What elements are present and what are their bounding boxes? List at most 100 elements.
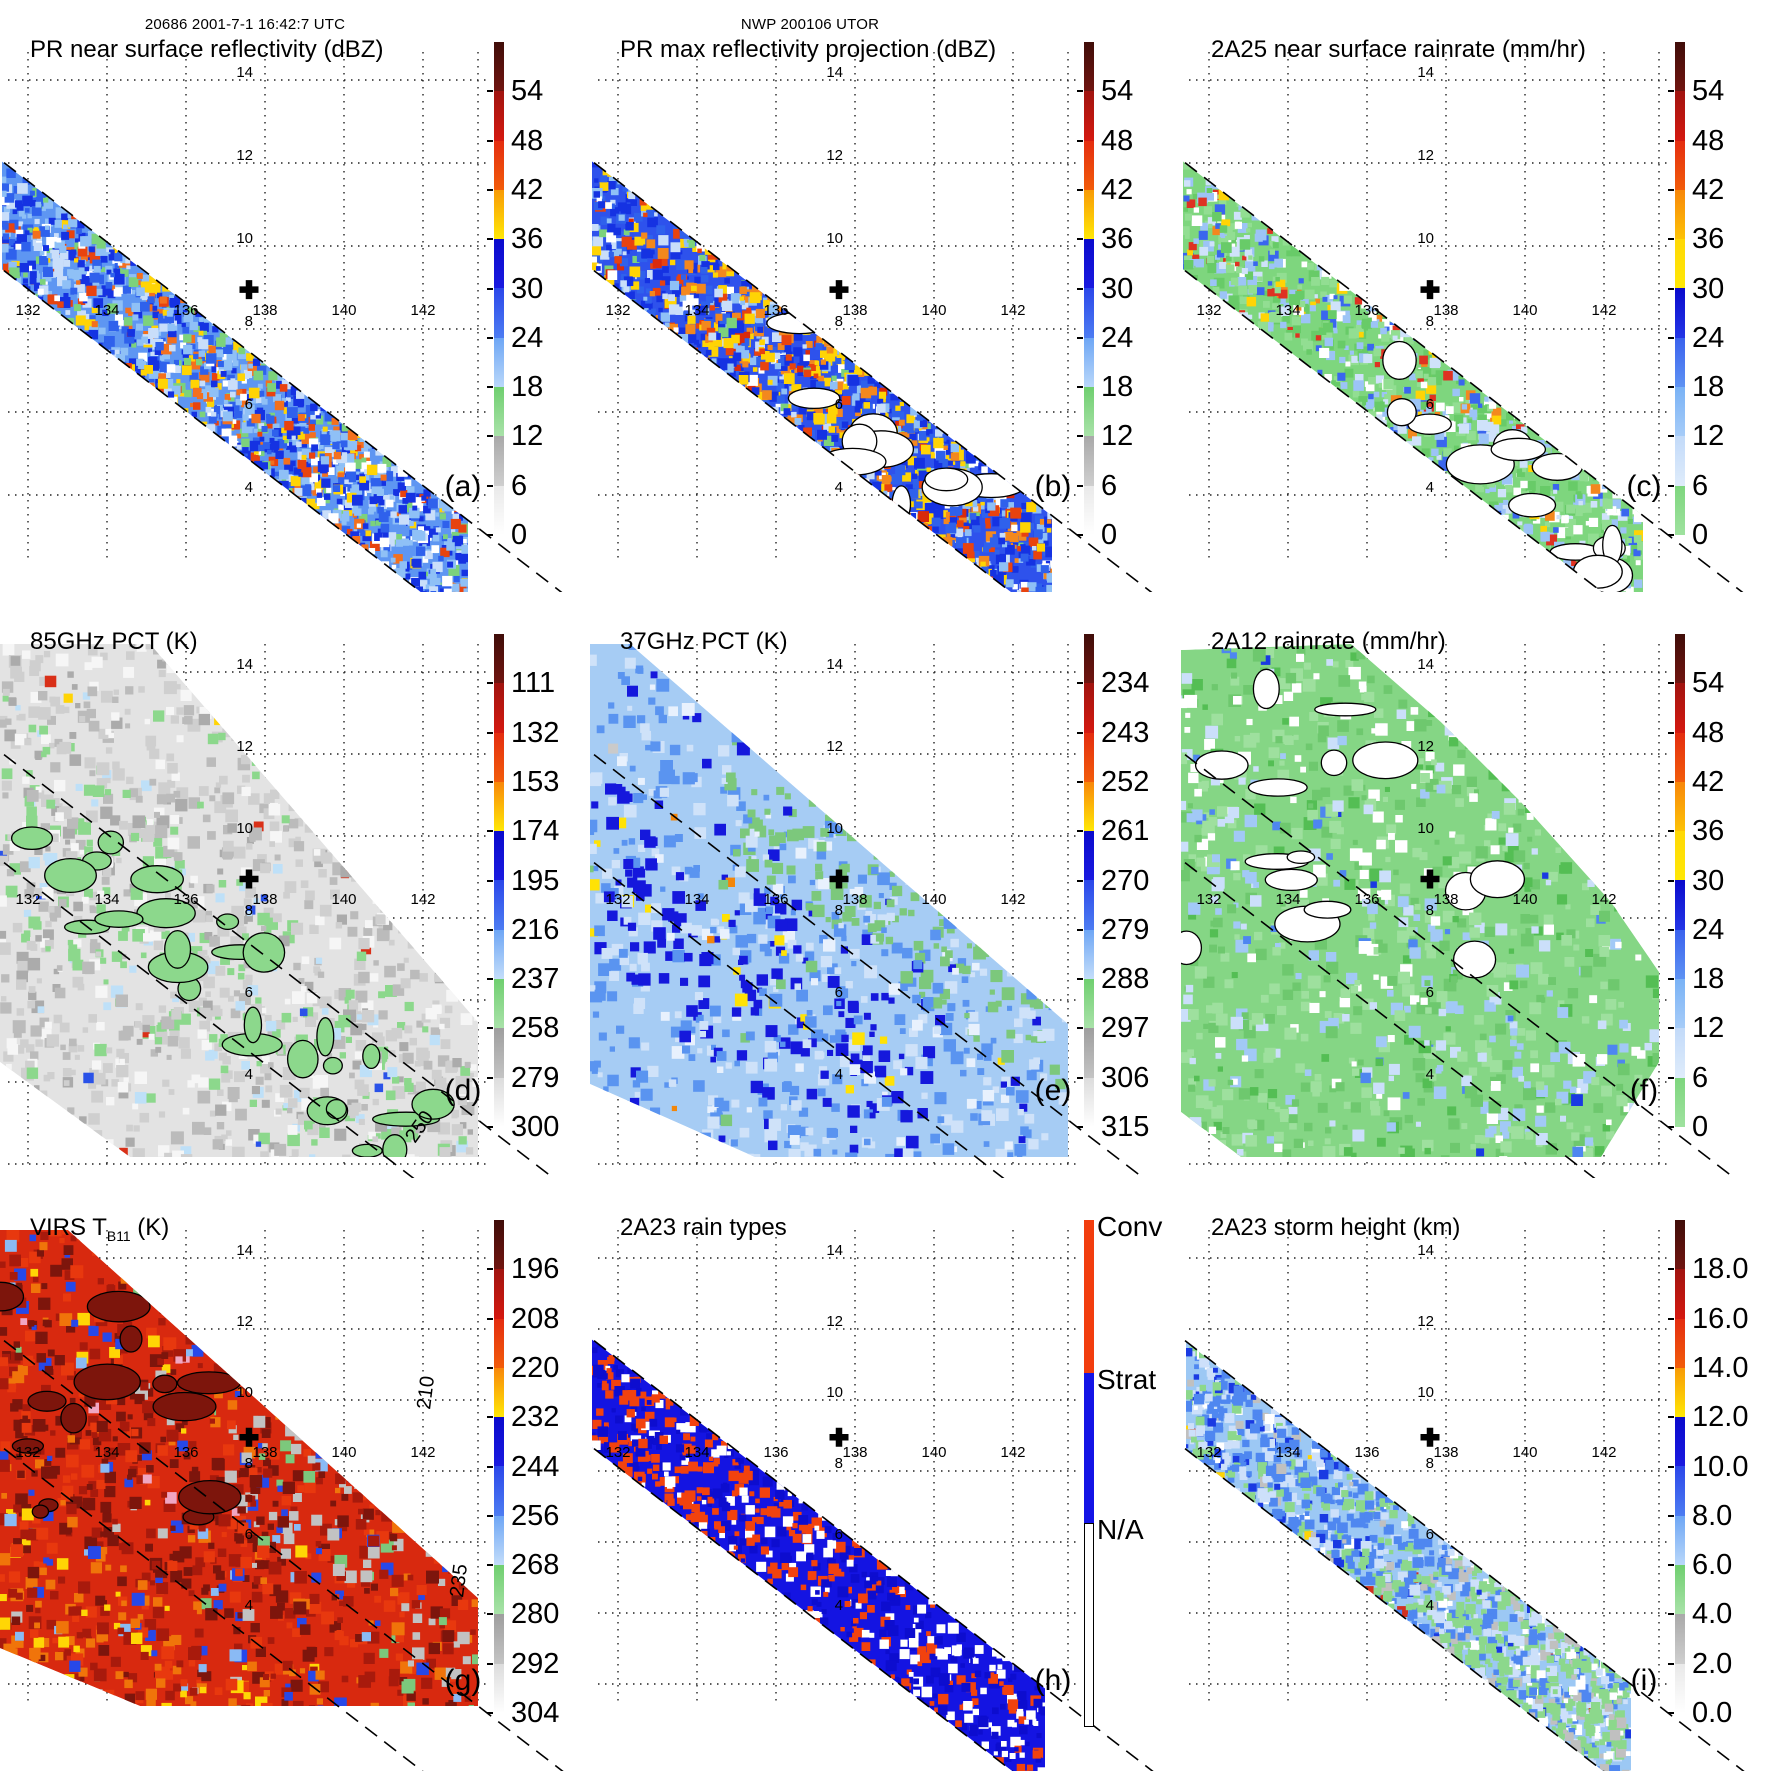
- colorbar-tick-label: 256: [511, 1499, 560, 1532]
- colorbar-tick-label: 6: [1101, 469, 1118, 502]
- colorbar-h: [1084, 1220, 1094, 1727]
- map-canvas-g: 210 235 14 12 10 8 6 4 132 134 136 138 140 142: [0, 1230, 564, 1771]
- lat-label: 6: [1426, 984, 1434, 1001]
- colorbar-tick-label: 54: [511, 75, 544, 108]
- colorbar-tick-label: 48: [1101, 124, 1134, 157]
- map-canvas-c: 14 12 10 8 6 4 132 134 136 138 140 142: [1181, 52, 1744, 592]
- colorbar-tick-label: 12: [511, 420, 544, 453]
- colorbar-segment: [494, 1466, 504, 1516]
- colorbar-tick-label: 2.0: [1692, 1647, 1733, 1680]
- lat-label: 4: [1426, 1066, 1434, 1083]
- colorbar-segment: [494, 1417, 504, 1467]
- lon-label: 132: [1196, 302, 1221, 319]
- colorbar-tick-label: 261: [1101, 815, 1150, 848]
- colorbar-segment: [1675, 1515, 1685, 1566]
- colorbar-tick-mark: [487, 1317, 493, 1320]
- colorbar-tick-mark: [1668, 435, 1674, 438]
- colorbar-tick-mark: [1668, 1564, 1674, 1567]
- colorbar-tick-label: 12: [1101, 420, 1134, 453]
- colorbar-segment: [1675, 1077, 1685, 1127]
- colorbar-tick-label: 258: [511, 1012, 560, 1045]
- colorbar-tick-label: 6.0: [1692, 1549, 1733, 1582]
- colorbar-tick-label: 243: [1101, 716, 1150, 749]
- colorbar-segment: [1675, 831, 1685, 881]
- colorbar-tick-mark: [1668, 1268, 1674, 1271]
- graticule-labels: 14 12 10 8 6 4 132 134 136 138 140 142: [1196, 1242, 1616, 1614]
- colorbar-segment: [1084, 42, 1094, 92]
- colorbar-segment: [1675, 42, 1685, 92]
- colorbar-segment: [494, 880, 504, 930]
- panel-e: 37GHz PCT (K) (e) 14 12 10 8 6 4 132 134 136 138 1…: [590, 592, 1180, 1178]
- swath-edge-line: [0, 158, 563, 592]
- colorbar-tick-mark: [487, 780, 493, 783]
- panel-title: 2A23 rain types: [620, 1214, 787, 1241]
- colorbar-tick-label: 288: [1101, 963, 1150, 996]
- colorbar-tick-mark: [487, 1126, 493, 1128]
- swath-edge-line: [590, 266, 1013, 592]
- lon-label: 134: [94, 1444, 119, 1461]
- lon-label: 138: [842, 302, 867, 319]
- graticule-labels: 14 12 10 8 6 4 132 134 136 138 140 142: [15, 64, 435, 496]
- colorbar-tick-mark: [1668, 879, 1674, 882]
- colorbar-tick-mark: [1668, 386, 1674, 389]
- swath-edge-lines: [1181, 158, 1744, 592]
- panel-letter: (c): [1626, 470, 1662, 503]
- colorbar-tick-mark: [1668, 1465, 1674, 1468]
- colorbar-segment: [1675, 337, 1685, 388]
- colorbar-tick-label: 24: [1692, 321, 1725, 354]
- colorbar-segment: [1084, 831, 1094, 881]
- storm-center-cross: [1420, 869, 1440, 889]
- colorbar-segment: [1675, 1367, 1685, 1418]
- colorbar-tick-mark: [1077, 1076, 1083, 1079]
- lat-label: 6: [245, 1526, 253, 1543]
- lat-label: 12: [236, 147, 253, 164]
- data-field: [2, 161, 468, 592]
- colorbar-segment: [1675, 239, 1685, 289]
- colorbar-tick-label: 24: [511, 321, 544, 354]
- colorbar-segment: [494, 1663, 504, 1713]
- lon-label: 138: [1433, 1444, 1458, 1461]
- colorbar-segment: [1675, 91, 1685, 141]
- lat-label: 4: [835, 1066, 843, 1083]
- panel-title: 85GHz PCT (K): [30, 628, 198, 655]
- lat-label: 4: [245, 479, 253, 496]
- colorbar-tick-label: 30: [1692, 864, 1725, 897]
- grid: [8, 52, 488, 560]
- colorbar-tick-label: 18: [1692, 963, 1725, 996]
- panel-letter: (b): [1034, 470, 1072, 503]
- lat-label: 6: [835, 984, 843, 1001]
- colorbar-b: [1084, 42, 1094, 535]
- colorbar-tick-label: 36: [1692, 223, 1725, 256]
- colorbar-tick-label: 16.0: [1692, 1302, 1749, 1335]
- panel-letter: (i): [1630, 1664, 1658, 1697]
- colorbar-tick-mark: [487, 1662, 493, 1665]
- panel-b: PR max reflectivity projection (dBZ) (b)…: [590, 0, 1180, 592]
- swath-edge-line: [0, 1444, 424, 1771]
- panel-title: 37GHz PCT (K): [620, 628, 788, 655]
- colorbar-tick-mark: [487, 1076, 493, 1079]
- data-field: [1183, 161, 1643, 592]
- colorbar-tick-mark: [1077, 731, 1083, 734]
- colorbar-tick-mark: [1668, 731, 1674, 734]
- lat-label: 8: [245, 313, 253, 330]
- lon-label: 134: [684, 891, 709, 908]
- storm-center-cross: [1420, 1427, 1440, 1447]
- lat-label: 8: [245, 902, 253, 919]
- colorbar-tick-label: 8.0: [1692, 1499, 1733, 1532]
- colorbar-tick-label: 279: [511, 1061, 560, 1094]
- lon-label: 140: [921, 1444, 946, 1461]
- colorbar-tick-label: 42: [1692, 173, 1725, 206]
- panel-a: PR near surface reflectivity (dBZ) (a) 1…: [0, 0, 590, 592]
- colorbar-tick-label: 36: [1101, 223, 1134, 256]
- colorbar-tick-label: 10.0: [1692, 1450, 1749, 1483]
- colorbar-tick-label: 292: [511, 1647, 560, 1680]
- colorbar-tick-label: 232: [511, 1401, 560, 1434]
- colorbar-segment: [1675, 1417, 1685, 1467]
- colorbar-tick-mark: [1077, 879, 1083, 882]
- colorbar-tick-mark: [1668, 780, 1674, 783]
- colorbar-tick-mark: [1668, 928, 1674, 931]
- colorbar-tick-mark: [487, 484, 493, 487]
- panel-letter: (d): [444, 1074, 482, 1107]
- colorbar-tick-mark: [1077, 978, 1083, 981]
- colorbar-segment: [1675, 1269, 1685, 1319]
